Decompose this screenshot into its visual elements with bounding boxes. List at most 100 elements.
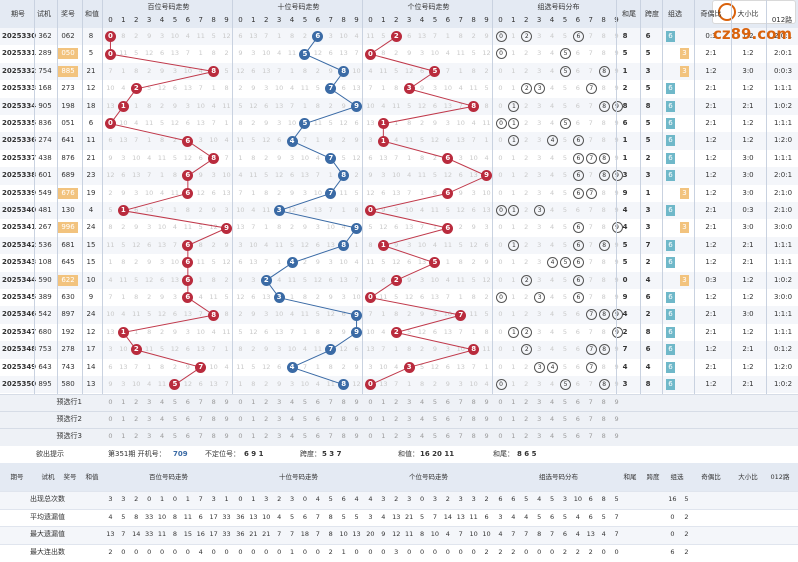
preselect-digit[interactable]: 5: [169, 394, 182, 411]
preselect-digit[interactable]: 9: [350, 428, 363, 445]
preselect-digit[interactable]: 5: [429, 428, 442, 445]
preselect-digit[interactable]: 2: [130, 428, 143, 445]
preselect-digit[interactable]: 0: [104, 394, 117, 411]
preselect-digit[interactable]: 6: [311, 411, 324, 428]
preselect-digit[interactable]: 8: [337, 394, 350, 411]
preselect-digit[interactable]: 6: [181, 394, 194, 411]
preselect-digit[interactable]: 0: [234, 394, 247, 411]
preselect-digit[interactable]: 9: [350, 394, 363, 411]
preselect-digit[interactable]: 8: [597, 428, 610, 445]
preselect-digit[interactable]: 7: [194, 394, 207, 411]
preselect-digit[interactable]: 7: [454, 411, 467, 428]
preselect-digit[interactable]: 9: [610, 428, 623, 445]
preselect-digit[interactable]: 0: [104, 411, 117, 428]
preselect-digit[interactable]: 3: [143, 394, 156, 411]
preselect-digit[interactable]: 0: [234, 411, 247, 428]
preselect-digit[interactable]: 3: [143, 428, 156, 445]
preselect-digit[interactable]: 9: [610, 394, 623, 411]
preselect-digit[interactable]: 6: [571, 394, 584, 411]
preselect-digit[interactable]: 1: [377, 411, 390, 428]
preselect-digit[interactable]: 2: [130, 394, 143, 411]
preselect-digit[interactable]: 3: [533, 428, 546, 445]
preselect-digit[interactable]: 1: [507, 411, 520, 428]
preselect-digit[interactable]: 7: [194, 411, 207, 428]
preselect-digit[interactable]: 3: [273, 428, 286, 445]
preselect-digit[interactable]: 5: [169, 411, 182, 428]
preselect-digit[interactable]: 7: [324, 394, 337, 411]
preselect-digit[interactable]: 8: [207, 411, 220, 428]
preselect-digit[interactable]: 0: [364, 394, 377, 411]
preselect-digit[interactable]: 3: [533, 411, 546, 428]
preselect-digit[interactable]: 3: [403, 428, 416, 445]
preselect-digit[interactable]: 6: [441, 428, 454, 445]
preselect-digit[interactable]: 8: [337, 428, 350, 445]
preselect-digit[interactable]: 5: [429, 394, 442, 411]
preselect-digit[interactable]: 6: [181, 411, 194, 428]
preselect-digit[interactable]: 7: [324, 411, 337, 428]
preselect-digit[interactable]: 3: [403, 411, 416, 428]
preselect-digit[interactable]: 2: [390, 394, 403, 411]
preselect-digit[interactable]: 5: [169, 428, 182, 445]
preselect-digit[interactable]: 0: [364, 428, 377, 445]
preselect-digit[interactable]: 6: [571, 411, 584, 428]
preselect-digit[interactable]: 6: [311, 428, 324, 445]
preselect-digit[interactable]: 0: [104, 428, 117, 445]
preselect-digit[interactable]: 4: [546, 428, 559, 445]
preselect-digit[interactable]: 1: [377, 428, 390, 445]
preselect-digit[interactable]: 9: [480, 411, 493, 428]
preselect-digit[interactable]: 4: [416, 411, 429, 428]
preselect-digit[interactable]: 2: [520, 411, 533, 428]
preselect-digit[interactable]: 2: [520, 394, 533, 411]
preselect-digit[interactable]: 9: [220, 394, 233, 411]
preselect-digit[interactable]: 0: [494, 394, 507, 411]
preselect-digit[interactable]: 7: [194, 428, 207, 445]
preselect-digit[interactable]: 5: [559, 428, 572, 445]
preselect-digit[interactable]: 4: [416, 428, 429, 445]
preselect-digit[interactable]: 5: [299, 394, 312, 411]
preselect-digit[interactable]: 4: [546, 411, 559, 428]
preselect-digit[interactable]: 2: [260, 411, 273, 428]
preselect-digit[interactable]: 7: [584, 411, 597, 428]
preselect-digit[interactable]: 5: [559, 411, 572, 428]
preselect-digit[interactable]: 6: [441, 394, 454, 411]
preselect-digit[interactable]: 1: [507, 394, 520, 411]
preselect-digit[interactable]: 8: [467, 394, 480, 411]
preselect-digit[interactable]: 6: [181, 428, 194, 445]
preselect-digit[interactable]: 8: [207, 394, 220, 411]
preselect-digit[interactable]: 4: [156, 411, 169, 428]
preselect-digit[interactable]: 6: [441, 411, 454, 428]
preselect-digit[interactable]: 9: [610, 411, 623, 428]
preselect-digit[interactable]: 3: [273, 411, 286, 428]
preselect-digit[interactable]: 3: [533, 394, 546, 411]
preselect-digit[interactable]: 9: [350, 411, 363, 428]
preselect-digit[interactable]: 2: [390, 428, 403, 445]
preselect-digit[interactable]: 9: [220, 411, 233, 428]
preselect-digit[interactable]: 4: [286, 428, 299, 445]
preselect-digit[interactable]: 4: [156, 428, 169, 445]
preselect-digit[interactable]: 5: [429, 411, 442, 428]
preselect-digit[interactable]: 1: [507, 428, 520, 445]
preselect-digit[interactable]: 2: [260, 394, 273, 411]
preselect-digit[interactable]: 2: [520, 428, 533, 445]
preselect-digit[interactable]: 1: [247, 394, 260, 411]
preselect-digit[interactable]: 8: [597, 394, 610, 411]
preselect-digit[interactable]: 4: [286, 394, 299, 411]
preselect-digit[interactable]: 7: [584, 428, 597, 445]
preselect-digit[interactable]: 0: [494, 411, 507, 428]
preselect-digit[interactable]: 4: [546, 394, 559, 411]
preselect-digit[interactable]: 2: [260, 428, 273, 445]
preselect-digit[interactable]: 9: [220, 428, 233, 445]
preselect-digit[interactable]: 1: [117, 428, 130, 445]
preselect-digit[interactable]: 9: [480, 394, 493, 411]
preselect-digit[interactable]: 1: [247, 411, 260, 428]
preselect-digit[interactable]: 1: [377, 394, 390, 411]
preselect-digit[interactable]: 1: [247, 428, 260, 445]
preselect-digit[interactable]: 1: [117, 411, 130, 428]
preselect-digit[interactable]: 5: [299, 411, 312, 428]
preselect-digit[interactable]: 5: [299, 428, 312, 445]
preselect-digit[interactable]: 7: [324, 428, 337, 445]
preselect-digit[interactable]: 8: [337, 411, 350, 428]
preselect-digit[interactable]: 4: [416, 394, 429, 411]
preselect-digit[interactable]: 3: [403, 394, 416, 411]
preselect-digit[interactable]: 2: [390, 411, 403, 428]
